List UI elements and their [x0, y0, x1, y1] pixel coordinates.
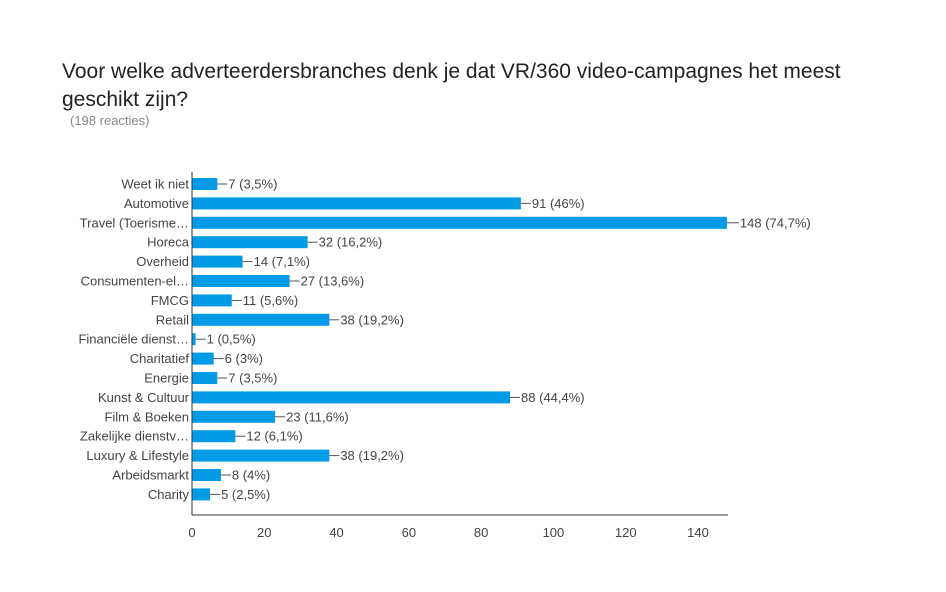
- data-label: 12 (6,1%): [246, 429, 302, 444]
- bar: [192, 469, 221, 481]
- x-tick-label: 40: [329, 525, 343, 540]
- bar: [192, 197, 521, 210]
- bar: [192, 488, 211, 501]
- x-tick-label: 0: [188, 525, 195, 540]
- bar: [192, 391, 511, 404]
- category-label: Kunst & Cultuur: [98, 390, 190, 405]
- bar: [192, 236, 308, 249]
- data-label: 5 (2,5%): [221, 487, 270, 502]
- bar: [192, 352, 214, 365]
- x-tick-label: 80: [474, 525, 488, 540]
- data-label: 148 (74,7%): [740, 215, 811, 230]
- bar: [192, 333, 196, 346]
- bar: [192, 449, 330, 462]
- data-label: 23 (11,6%): [286, 409, 349, 424]
- data-label: 27 (13,6%): [301, 274, 365, 289]
- data-label: 7 (3,5%): [228, 371, 277, 386]
- bar: [192, 275, 290, 287]
- data-label: 11 (5,6%): [243, 293, 298, 308]
- category-label: Charity: [148, 487, 190, 502]
- category-label: Zakelijke dienstv…: [80, 429, 189, 444]
- data-label: 38 (19,2%): [340, 448, 404, 463]
- category-label: Retail: [156, 312, 189, 327]
- data-label: 8 (4%): [232, 468, 270, 483]
- bar: [192, 294, 232, 307]
- x-tick-label: 60: [402, 525, 416, 540]
- category-label: Consumenten-el…: [81, 274, 189, 289]
- category-label: Financiële dienst…: [78, 332, 189, 347]
- category-label: Automotive: [124, 196, 189, 211]
- category-label: Film & Boeken: [104, 409, 189, 424]
- bar: [192, 430, 236, 443]
- data-label: 38 (19,2%): [340, 312, 404, 327]
- category-label: FMCG: [151, 293, 189, 308]
- response-count: (198 reacties): [70, 113, 150, 128]
- data-label: 14 (7,1%): [254, 254, 310, 269]
- x-tick-label: 120: [615, 525, 637, 540]
- category-label: Arbeidsmarkt: [112, 468, 189, 483]
- x-tick-label: 20: [257, 525, 271, 540]
- data-label: 88 (44,4%): [521, 390, 585, 405]
- bar: [192, 372, 218, 384]
- data-label: 6 (3%): [225, 351, 263, 366]
- category-label: Weet ik niet: [121, 177, 189, 192]
- category-label: Travel (Toerisme…: [80, 215, 189, 230]
- category-label: Luxury & Lifestyle: [86, 448, 189, 463]
- data-label: 1 (0,5%): [207, 332, 256, 347]
- x-tick-label: 100: [543, 525, 565, 540]
- data-label: 91 (46%): [532, 196, 585, 211]
- category-label: Horeca: [147, 235, 190, 250]
- data-label: 32 (16,2%): [319, 235, 383, 250]
- x-tick-label: 140: [687, 525, 709, 540]
- chart-title: Voor welke adverteerdersbranches denk je…: [62, 60, 841, 111]
- bar: [192, 410, 276, 423]
- category-label: Energie: [144, 371, 189, 386]
- category-label: Charitatief: [130, 351, 190, 366]
- bar: [192, 255, 243, 268]
- category-label: Overheid: [136, 254, 189, 269]
- bar: [192, 216, 727, 229]
- bar: [192, 178, 218, 190]
- bar: [192, 313, 330, 326]
- data-label: 7 (3,5%): [228, 177, 277, 192]
